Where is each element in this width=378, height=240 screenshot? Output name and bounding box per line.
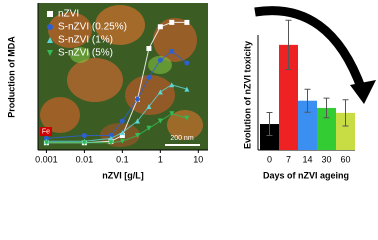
marker (157, 24, 163, 30)
marker (134, 118, 140, 124)
y-axis-label: Production of MDA (6, 36, 16, 118)
marker (146, 104, 152, 109)
marker (47, 50, 53, 56)
legend-label: nZVI (58, 9, 79, 20)
error-bar (342, 99, 349, 127)
x-tick-label: 0.1 (116, 154, 129, 164)
marker (134, 133, 140, 138)
marker (47, 11, 53, 17)
marker (157, 118, 163, 124)
marker (81, 140, 87, 146)
marker (81, 133, 87, 138)
x-tick-label: 30 (321, 154, 331, 164)
x-tick-label: 10 (193, 154, 203, 164)
marker (184, 86, 190, 92)
bar (279, 44, 298, 150)
marker (157, 89, 163, 95)
marker (169, 19, 175, 25)
bar (298, 100, 317, 150)
marker (169, 111, 175, 117)
marker (47, 37, 53, 43)
legend-label: S-nZVI (1%) (58, 35, 113, 46)
error-bar (304, 88, 311, 113)
trend-arrow (254, 6, 367, 92)
marker (119, 138, 125, 144)
marker (47, 24, 53, 30)
scale-bar-label: 200 nm (170, 135, 194, 142)
legend-label: S-nZVI (0.25%) (58, 22, 127, 33)
trend-arrow-head (350, 80, 376, 104)
x-tick-label: 1 (158, 154, 163, 164)
marker (108, 140, 114, 146)
marker (43, 135, 49, 141)
error-bar (266, 112, 273, 137)
marker (169, 82, 175, 88)
marker (119, 130, 125, 136)
error-bar (285, 19, 292, 70)
x-tick-label: 7 (286, 154, 291, 164)
marker (184, 115, 190, 121)
marker (184, 60, 190, 66)
x-tick-label: 0 (267, 154, 272, 164)
bar (317, 107, 336, 150)
error-bar (323, 97, 330, 119)
marker (119, 133, 125, 138)
marker (134, 96, 140, 102)
x-tick-label: 14 (302, 154, 312, 164)
marker (108, 133, 114, 138)
marker (184, 19, 190, 25)
marker (146, 75, 152, 80)
marker (157, 57, 163, 63)
bar (260, 124, 279, 150)
figure: 200 nm Fe nZVI [g/L] Production of MDA D… (6, 3, 376, 180)
bar (336, 112, 355, 150)
element-label: Fe (42, 128, 50, 135)
legend-label: S-nZVI (5%) (58, 48, 113, 59)
x-tick-label: 0.01 (76, 154, 94, 164)
marker (169, 48, 175, 54)
x-tick-label: 60 (340, 154, 350, 164)
marker (146, 125, 152, 131)
marker (146, 46, 152, 51)
x-tick-label: 0.001 (35, 154, 58, 164)
x-axis-label: nZVI [g/L] (102, 170, 144, 180)
x-axis-label: Days of nZVI ageing (263, 170, 349, 180)
marker (43, 140, 49, 146)
marker (108, 135, 114, 141)
y-axis-label: Evolution of nZVI toxicity (242, 41, 252, 149)
micrograph-background (38, 3, 208, 150)
marker (119, 118, 125, 124)
